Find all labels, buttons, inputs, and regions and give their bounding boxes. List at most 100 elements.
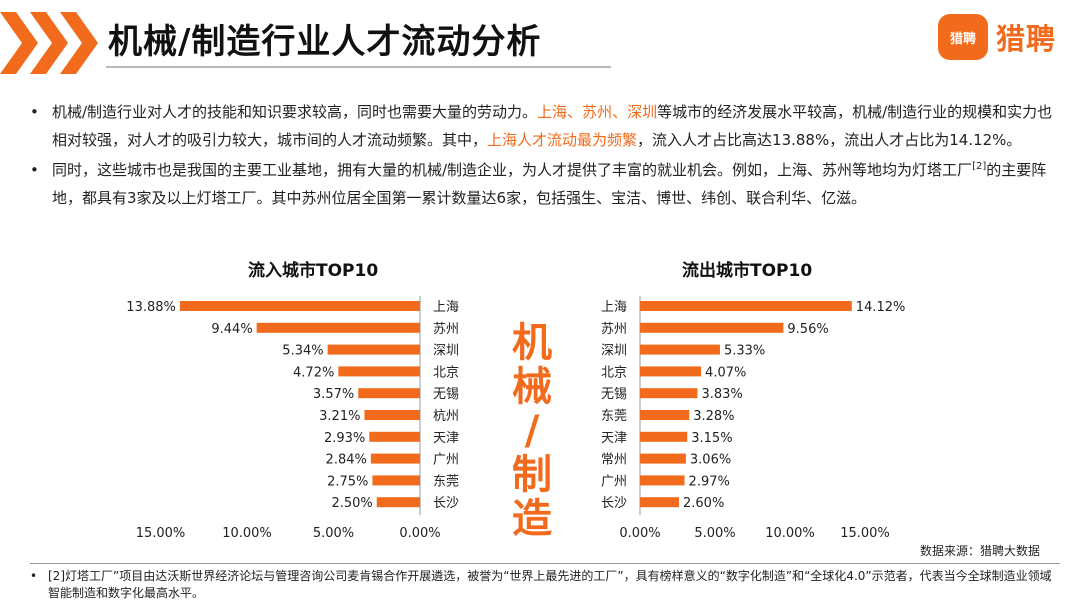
outflow-chart-title: 流出城市TOP10 bbox=[682, 261, 813, 281]
outflow-city-label: 无锡 bbox=[601, 387, 627, 402]
outflow-value-label: 3.06% bbox=[690, 453, 731, 468]
outflow-bar bbox=[640, 388, 698, 399]
outflow-value-label: 4.07% bbox=[705, 365, 746, 380]
inflow-value-label: 4.72% bbox=[293, 365, 334, 380]
inflow-tick-label: 15.00% bbox=[136, 526, 186, 541]
inflow-value-label: 2.75% bbox=[327, 474, 368, 489]
inflow-bar bbox=[327, 344, 420, 355]
inflow-bar bbox=[372, 475, 420, 486]
bullet-list: • 机械/制造行业对人才的技能和知识要求较高，同时也需要大量的劳动力。上海、苏州… bbox=[30, 98, 1060, 214]
inflow-value-label: 3.21% bbox=[319, 409, 360, 424]
title-underline bbox=[106, 66, 611, 68]
inflow-city-label: 无锡 bbox=[433, 387, 459, 402]
footnote-divider bbox=[30, 563, 1060, 564]
inflow-city-label: 广州 bbox=[433, 453, 459, 468]
footnote-ref: [2] bbox=[972, 161, 987, 172]
outflow-bar bbox=[640, 475, 685, 486]
outflow-value-label: 5.33% bbox=[724, 344, 765, 359]
inflow-value-label: 2.50% bbox=[331, 496, 372, 511]
inflow-bar bbox=[370, 453, 420, 464]
outflow-tick-label: 5.00% bbox=[694, 526, 735, 541]
bullet-1-text-3: ，流入人才占比高达13.88%，流出人才占比为14.12%。 bbox=[637, 131, 1022, 149]
bullet-dot: • bbox=[30, 161, 39, 179]
outflow-city-label: 深圳 bbox=[601, 344, 627, 359]
outflow-city-label: 广州 bbox=[601, 474, 627, 489]
center-char: 造 bbox=[512, 496, 552, 542]
outflow-tick-label: 0.00% bbox=[619, 526, 660, 541]
inflow-bar bbox=[358, 388, 420, 399]
outflow-value-label: 3.83% bbox=[701, 387, 742, 402]
bullet-2-text-2: 的主要阵地，都具有3家及以上灯塔工厂。其中苏州位居全国第一累计数量达6家，包括强… bbox=[52, 161, 1047, 207]
outflow-value-label: 3.15% bbox=[691, 431, 732, 446]
inflow-city-label: 上海 bbox=[433, 300, 459, 315]
inflow-bar bbox=[256, 322, 420, 333]
outflow-value-label: 9.56% bbox=[787, 322, 828, 337]
inflow-tick-label: 10.00% bbox=[222, 526, 272, 541]
inflow-city-label: 东莞 bbox=[433, 474, 459, 489]
inflow-value-label: 5.34% bbox=[282, 344, 323, 359]
bullet-dot: • bbox=[30, 103, 39, 121]
page-title: 机械/制造行业人才流动分析 bbox=[108, 22, 542, 62]
inflow-value-label: 2.84% bbox=[326, 453, 367, 468]
bullet-dot: • bbox=[30, 569, 38, 583]
outflow-bar bbox=[640, 410, 690, 420]
outflow-city-label: 常州 bbox=[601, 453, 627, 468]
outflow-bar bbox=[640, 453, 686, 464]
footnote-text: [2]灯塔工厂”项目由达沃斯世界经济论坛与管理咨询公司麦肯锡合作开展遴选，被誉为… bbox=[48, 569, 1052, 600]
outflow-city-label: 北京 bbox=[601, 365, 627, 380]
bullet-1-text-2: 等城市的经济发展水平较高，机械/制造行业的规模和实力也相对较强，对人才的吸引力较… bbox=[52, 103, 1053, 149]
outflow-value-label: 3.28% bbox=[693, 409, 734, 424]
outflow-bar bbox=[640, 431, 688, 442]
logo-badge-icon: 猎聘 bbox=[938, 14, 988, 60]
inflow-city-label: 苏州 bbox=[433, 321, 459, 337]
outflow-city-label: 长沙 bbox=[601, 496, 627, 511]
outflow-bar bbox=[640, 497, 679, 508]
logo-text: 猎聘 bbox=[996, 22, 1057, 56]
center-vertical-label: 机 械 / 制 造 bbox=[506, 321, 558, 541]
inflow-bar bbox=[376, 497, 420, 508]
chevron-arrows-icon bbox=[0, 12, 98, 74]
inflow-city-label: 杭州 bbox=[433, 409, 459, 424]
bullet-1-text: 机械/制造行业对人才的技能和知识要求较高，同时也需要大量的劳动力。 bbox=[52, 103, 538, 121]
bullet-item-1: • 机械/制造行业对人才的技能和知识要求较高，同时也需要大量的劳动力。上海、苏州… bbox=[30, 98, 1060, 154]
outflow-bar bbox=[640, 301, 852, 311]
bullet-2-text: 同时，这些城市也是我国的主要工业基地，拥有大量的机械/制造企业，为人才提供了丰富… bbox=[52, 161, 973, 179]
inflow-city-label: 深圳 bbox=[433, 344, 459, 359]
inflow-bar bbox=[179, 301, 420, 311]
inflow-chart-title: 流入城市TOP10 bbox=[248, 261, 379, 281]
outflow-city-label: 苏州 bbox=[601, 321, 627, 337]
inflow-value-label: 2.93% bbox=[324, 431, 365, 446]
center-char: / bbox=[524, 408, 540, 454]
outflow-bar bbox=[640, 322, 784, 333]
inflow-tick-label: 0.00% bbox=[399, 526, 440, 541]
header: 机械/制造行业人才流动分析 猎聘 猎聘 bbox=[0, 0, 1080, 80]
data-source: 数据来源：猎聘大数据 bbox=[920, 544, 1041, 558]
inflow-bar bbox=[364, 410, 420, 420]
bullet-item-2: • 同时，这些城市也是我国的主要工业基地，拥有大量的机械/制造企业，为人才提供了… bbox=[30, 156, 1060, 212]
outflow-value-label: 2.60% bbox=[683, 496, 724, 511]
inflow-tick-label: 5.00% bbox=[313, 526, 354, 541]
outflow-tick-label: 15.00% bbox=[840, 526, 890, 541]
inflow-bar bbox=[369, 431, 420, 442]
outflow-city-label: 上海 bbox=[601, 300, 627, 315]
outflow-value-label: 2.97% bbox=[689, 474, 730, 489]
bullet-1-highlight-cities: 上海、苏州、深圳 bbox=[537, 103, 658, 121]
footnote: • [2]灯塔工厂”项目由达沃斯世界经济论坛与管理咨询公司麦肯锡合作开展遴选，被… bbox=[30, 568, 1060, 602]
inflow-city-label: 北京 bbox=[433, 365, 459, 380]
center-char: 机 bbox=[512, 320, 552, 366]
inflow-value-label: 13.88% bbox=[126, 300, 176, 315]
inflow-bar bbox=[338, 366, 420, 377]
bullet-1-highlight-shanghai: 上海人才流动最为频繁 bbox=[487, 131, 638, 149]
inflow-city-label: 天津 bbox=[433, 431, 459, 446]
liepin-logo: 猎聘 猎聘 bbox=[938, 14, 1056, 60]
center-char: 械 bbox=[512, 364, 552, 410]
outflow-tick-label: 10.00% bbox=[765, 526, 815, 541]
outflow-bar bbox=[640, 344, 720, 355]
outflow-city-label: 东莞 bbox=[601, 409, 627, 424]
inflow-value-label: 9.44% bbox=[211, 322, 252, 337]
outflow-city-label: 天津 bbox=[601, 431, 627, 446]
outflow-bar bbox=[640, 366, 702, 377]
inflow-value-label: 3.57% bbox=[313, 387, 354, 402]
inflow-city-label: 长沙 bbox=[433, 496, 459, 511]
